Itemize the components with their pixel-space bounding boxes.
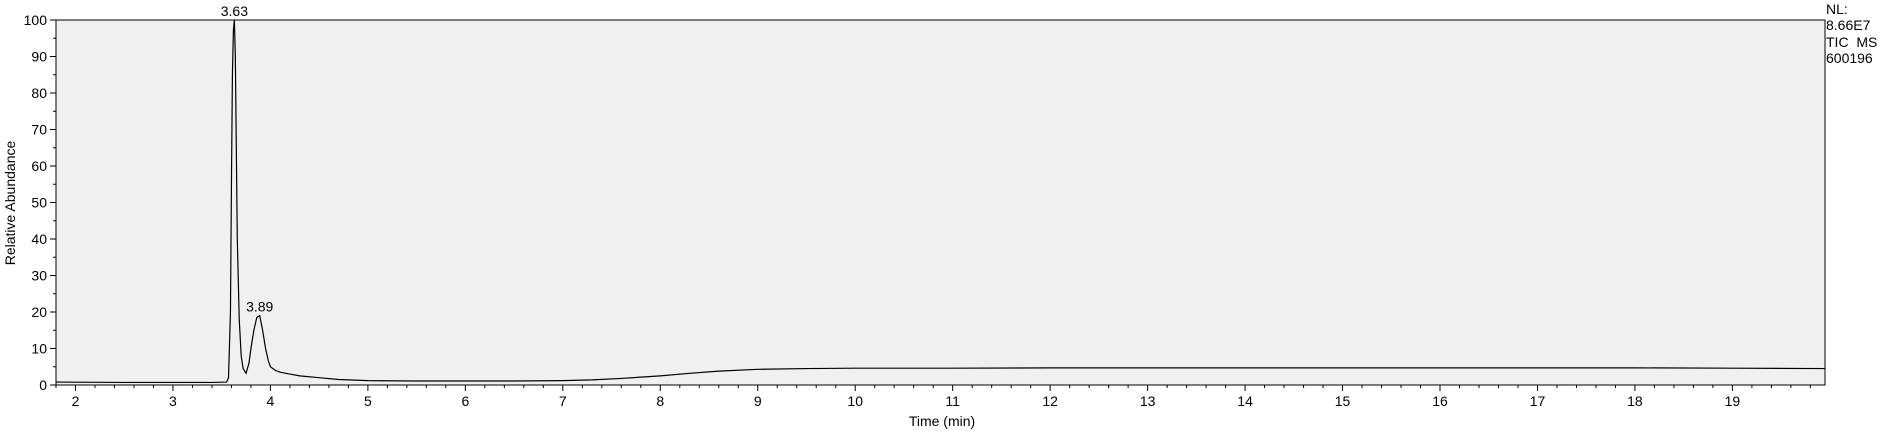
x-tick-label: 13 — [1140, 393, 1156, 409]
x-tick-label: 2 — [72, 393, 80, 409]
x-tick-label: 12 — [1042, 393, 1058, 409]
peak-labels: 3.63 3.89 — [221, 3, 274, 315]
x-axis-ticks: 2 3 4 5 6 7 8 9 10 11 12 13 14 15 16 17 18 19 — [55, 385, 1811, 409]
y-tick-label: 20 — [31, 304, 47, 320]
x-tick-label: 16 — [1432, 393, 1448, 409]
scan-filter: TIC MS — [1826, 34, 1877, 50]
y-tick-label: 40 — [31, 231, 47, 247]
y-tick-label: 80 — [31, 85, 47, 101]
peak-label: 3.89 — [246, 299, 273, 315]
peak-label: 3.63 — [221, 3, 248, 19]
x-tick-label: 6 — [461, 393, 469, 409]
y-axis-title: Relative Abundance — [2, 141, 18, 266]
x-tick-label: 9 — [754, 393, 762, 409]
x-tick-label: 15 — [1335, 393, 1351, 409]
y-axis-ticks: 0 10 20 30 40 50 60 70 80 90 100 — [24, 12, 56, 393]
x-axis-title: Time (min) — [909, 413, 975, 429]
x-tick-label: 17 — [1530, 393, 1546, 409]
x-tick-label: 8 — [656, 393, 664, 409]
y-tick-label: 60 — [31, 158, 47, 174]
x-tick-label: 4 — [267, 393, 275, 409]
plot-area — [55, 19, 1826, 386]
nl-value: 8.66E7 — [1826, 17, 1871, 33]
y-tick-label: 100 — [24, 12, 48, 28]
x-tick-label: 3 — [169, 393, 177, 409]
x-tick-label: 19 — [1725, 393, 1741, 409]
y-tick-label: 0 — [39, 377, 47, 393]
x-tick-label: 7 — [559, 393, 567, 409]
tic-trace-line — [55, 19, 1826, 384]
nl-label: NL: — [1826, 1, 1848, 17]
y-tick-label: 90 — [31, 49, 47, 65]
x-tick-label: 5 — [364, 393, 372, 409]
sample-name: 600196 — [1826, 50, 1873, 66]
x-tick-label: 11 — [945, 393, 960, 409]
x-tick-label: 10 — [847, 393, 863, 409]
y-tick-label: 70 — [31, 122, 47, 138]
y-tick-label: 30 — [31, 268, 47, 284]
x-tick-label: 14 — [1237, 393, 1253, 409]
y-tick-label: 10 — [31, 341, 47, 357]
y-tick-label: 50 — [31, 195, 47, 211]
x-tick-label: 18 — [1627, 393, 1643, 409]
